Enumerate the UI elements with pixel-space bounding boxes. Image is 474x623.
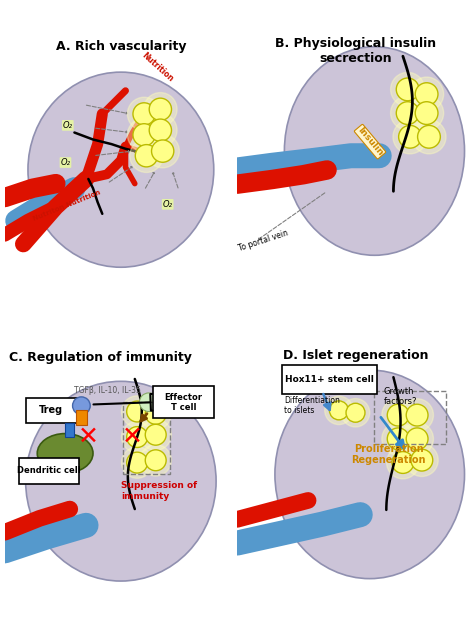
Circle shape (140, 398, 172, 429)
Circle shape (140, 445, 172, 476)
Circle shape (130, 139, 163, 173)
Text: Nutrition: Nutrition (139, 50, 174, 83)
FancyBboxPatch shape (26, 397, 77, 423)
Circle shape (415, 83, 438, 105)
Ellipse shape (37, 434, 93, 473)
Circle shape (145, 450, 166, 471)
Circle shape (121, 421, 153, 453)
Circle shape (139, 393, 158, 412)
Circle shape (146, 135, 179, 168)
Circle shape (418, 125, 440, 148)
Circle shape (399, 125, 421, 148)
Circle shape (128, 97, 161, 131)
Text: Dendritic cell: Dendritic cell (17, 466, 81, 475)
Text: ✕: ✕ (78, 425, 99, 449)
Text: Effector
T cell: Effector T cell (164, 392, 202, 412)
Circle shape (133, 124, 155, 146)
Text: To portal vein: To portal vein (237, 228, 289, 252)
Text: Proliferation
Regeneration: Proliferation Regeneration (351, 444, 426, 465)
Ellipse shape (28, 72, 214, 267)
Circle shape (341, 399, 370, 427)
Circle shape (396, 78, 419, 101)
Circle shape (135, 145, 157, 167)
Ellipse shape (275, 370, 465, 579)
Circle shape (133, 103, 155, 125)
Circle shape (121, 447, 153, 478)
Circle shape (401, 422, 433, 455)
Text: B. Physiological insulin
secrection: B. Physiological insulin secrection (275, 37, 436, 65)
Circle shape (406, 404, 428, 426)
Text: Differentiation
to islets: Differentiation to islets (284, 396, 340, 416)
Bar (374, 391, 446, 444)
Circle shape (415, 102, 438, 125)
Circle shape (145, 403, 166, 424)
Bar (65, 423, 74, 437)
Circle shape (128, 118, 161, 151)
Circle shape (144, 113, 177, 147)
Circle shape (127, 452, 147, 473)
Circle shape (391, 72, 425, 107)
Text: O₂: O₂ (63, 121, 73, 130)
Circle shape (401, 399, 433, 432)
Text: Treg: Treg (39, 406, 63, 416)
Circle shape (410, 77, 444, 111)
Circle shape (329, 401, 348, 420)
Circle shape (152, 140, 174, 162)
Circle shape (406, 428, 428, 450)
Circle shape (149, 98, 172, 120)
Bar (75, 411, 87, 426)
Text: D. Islet regeneration: D. Islet regeneration (283, 349, 428, 362)
Text: Suppression of
immunity: Suppression of immunity (121, 481, 197, 501)
Circle shape (387, 428, 409, 450)
Circle shape (393, 120, 427, 154)
Text: Growth
factors?: Growth factors? (384, 387, 418, 406)
Circle shape (411, 449, 433, 471)
Text: ✕: ✕ (122, 425, 143, 449)
Circle shape (149, 119, 172, 141)
Ellipse shape (26, 381, 216, 581)
FancyBboxPatch shape (18, 458, 79, 483)
Circle shape (392, 452, 414, 473)
Circle shape (121, 396, 153, 427)
Text: A. Rich vascularity: A. Rich vascularity (55, 40, 186, 52)
Circle shape (412, 120, 446, 154)
Circle shape (382, 399, 414, 432)
Text: Insulin: Insulin (356, 126, 384, 158)
FancyBboxPatch shape (154, 386, 214, 419)
Circle shape (382, 422, 414, 455)
Circle shape (396, 102, 419, 125)
Circle shape (127, 427, 147, 447)
Circle shape (346, 403, 365, 422)
Text: O₂: O₂ (163, 200, 173, 209)
Circle shape (144, 93, 177, 126)
Text: C. Regulation of immunity: C. Regulation of immunity (9, 351, 192, 364)
Circle shape (140, 419, 172, 450)
Circle shape (386, 446, 419, 479)
Circle shape (127, 401, 147, 422)
FancyBboxPatch shape (282, 365, 377, 394)
Text: O₂: O₂ (61, 158, 71, 167)
Bar (123, 402, 170, 474)
Circle shape (405, 444, 438, 477)
Circle shape (145, 424, 166, 445)
Text: Hox11+ stem cell: Hox11+ stem cell (285, 375, 374, 384)
Ellipse shape (284, 47, 465, 255)
Circle shape (391, 96, 425, 130)
Circle shape (410, 96, 444, 130)
Circle shape (325, 396, 353, 425)
Circle shape (73, 397, 90, 414)
Text: Nutriton Nutrition: Nutriton Nutrition (33, 189, 102, 222)
Text: TGFβ, IL-10, IL-35: TGFβ, IL-10, IL-35 (74, 386, 141, 395)
Circle shape (387, 404, 409, 426)
